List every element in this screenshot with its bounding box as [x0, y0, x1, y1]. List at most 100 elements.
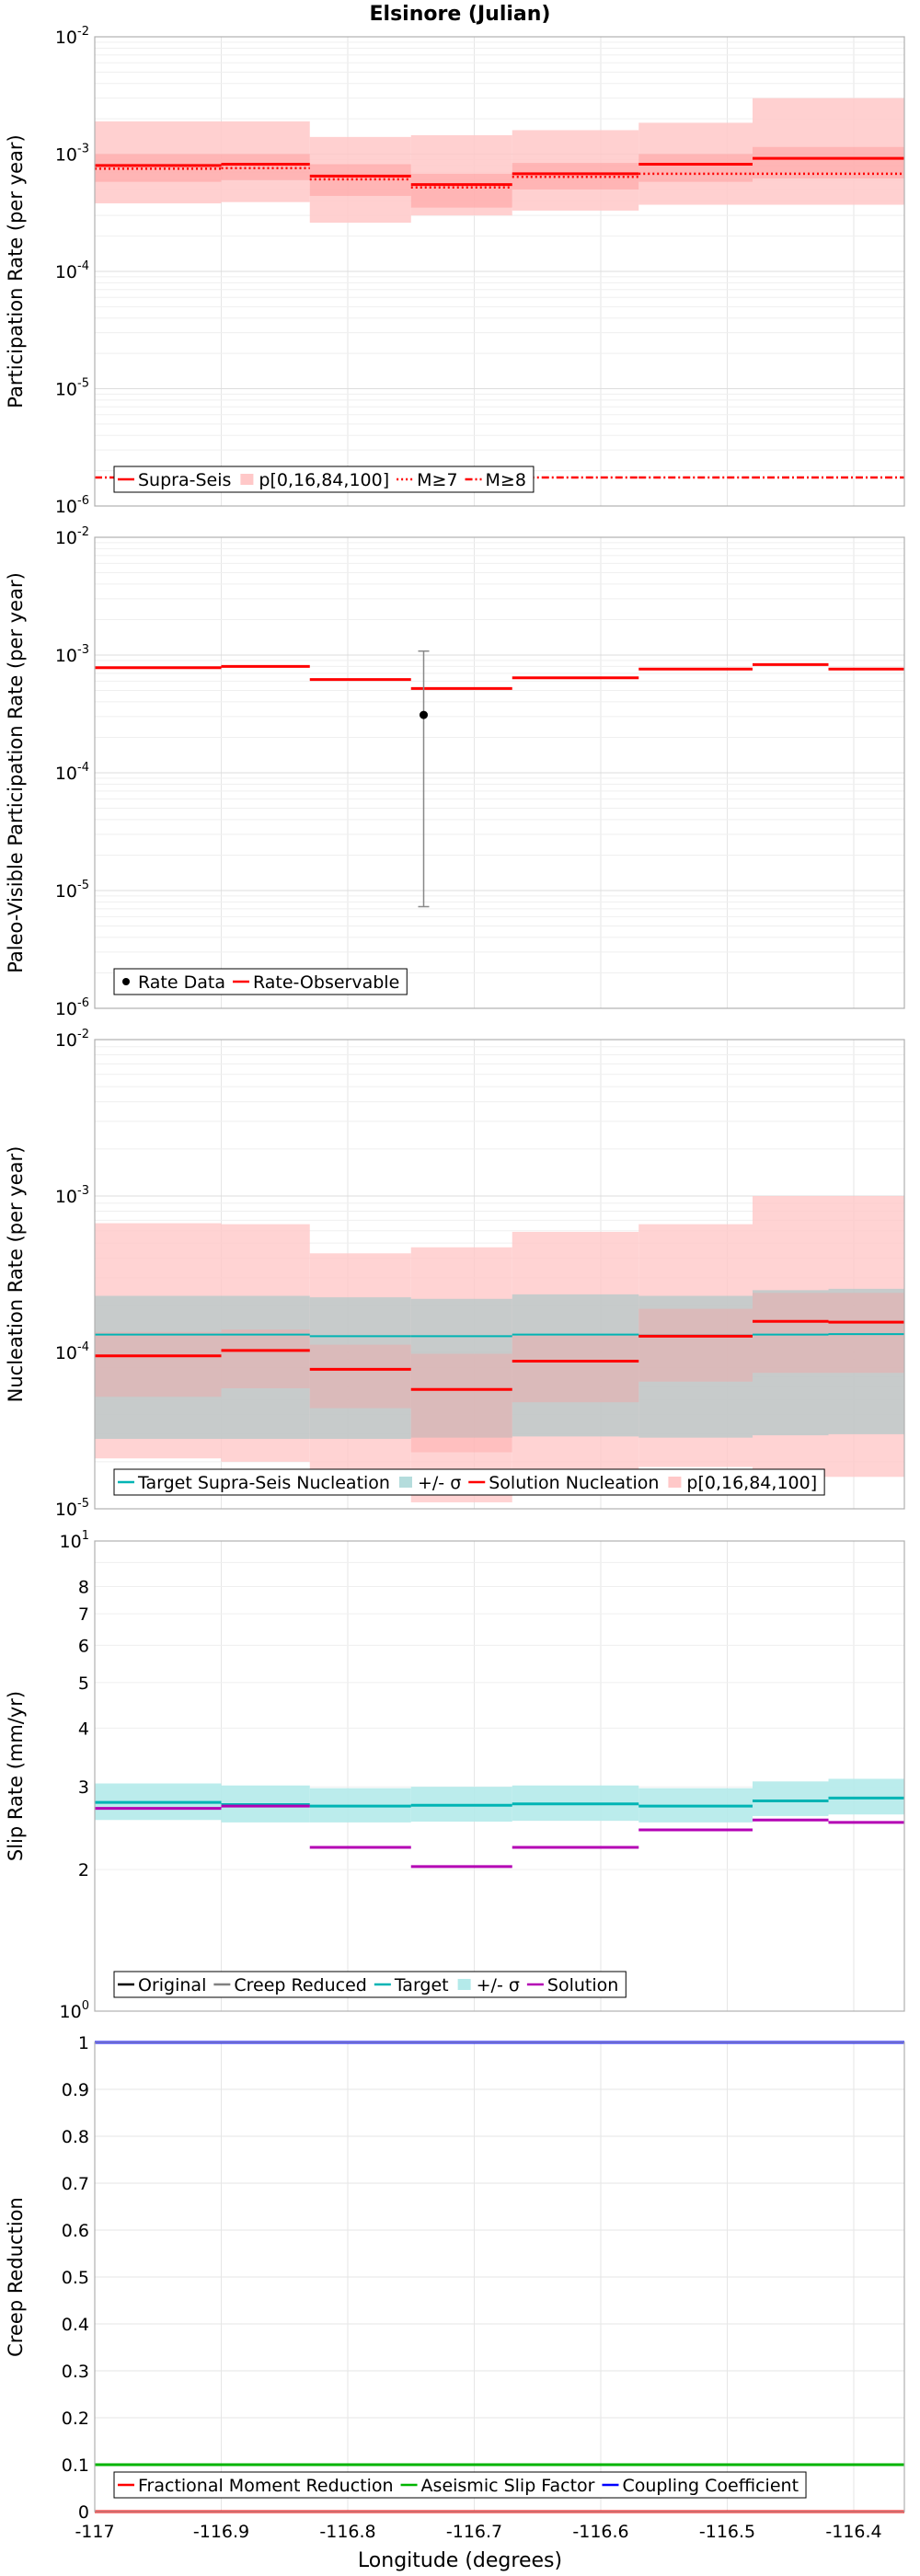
y-tick-label: 10-3	[55, 143, 89, 166]
plot-frame	[94, 2041, 905, 2513]
x-tick-label: -116.5	[699, 2522, 755, 2542]
plot-frame	[94, 536, 905, 1009]
y-tick-label: 0.7	[62, 2174, 89, 2194]
x-tick-label: -117	[75, 2522, 114, 2542]
y-tick-label: 10-5	[55, 1497, 89, 1520]
plot-frame	[94, 36, 905, 507]
band-p16-84	[828, 1293, 904, 1374]
panel-paleo: 10-2 10-3 10-4 10-5 10-6 Paleo-Visible Partic…	[5, 525, 905, 1019]
band-p16-84	[309, 1344, 411, 1409]
band-p16-84	[221, 1329, 310, 1388]
legend-swatch-patch	[240, 474, 254, 485]
legend-label: p[0,16,84,100]	[259, 470, 389, 490]
y-axis-label: Slip Rate (mm/yr)	[5, 1691, 27, 1861]
legend-swatch-patch	[398, 1477, 412, 1488]
x-tick-label: -116.4	[825, 2522, 881, 2542]
legend-label: Creep Reduced	[234, 1975, 366, 1995]
y-tick-label: 6	[78, 1636, 89, 1656]
band-p16-84	[753, 1293, 829, 1374]
y-axis-label: Participation Rate (per year)	[5, 134, 27, 408]
data-point	[420, 710, 428, 719]
y-axis-label: Paleo-Visible Participation Rate (per ye…	[5, 572, 27, 973]
x-tick-label: -116.7	[446, 2522, 502, 2542]
band-p16-84	[753, 146, 904, 178]
y-tick-label: 10-4	[55, 259, 89, 282]
legend-label: p[0,16,84,100]	[686, 1473, 817, 1493]
band-p16-84	[638, 1308, 753, 1382]
legend-label: M≥7	[417, 470, 457, 490]
legend-label: Target Supra-Seis Nucleation	[137, 1473, 390, 1493]
band-p16-84	[95, 1331, 222, 1397]
legend-box	[113, 466, 535, 493]
y-axis-label: Creep Reduction	[5, 2197, 27, 2357]
y-tick-label: 100	[60, 1999, 89, 2022]
x-tick-label: -116.8	[319, 2522, 375, 2542]
band-p16-84	[410, 1353, 512, 1453]
y-tick-label: 8	[78, 1578, 89, 1598]
band-p16-84	[95, 154, 222, 182]
legend-label: +/- σ	[477, 1975, 520, 1995]
y-tick-label: 7	[78, 1604, 89, 1625]
plot-frame	[94, 1039, 905, 1510]
y-tick-label: 0	[78, 2502, 89, 2523]
y-tick-label: 10-5	[55, 377, 89, 400]
legend-label: +/- σ	[418, 1473, 461, 1493]
band-p16-84	[410, 173, 512, 208]
y-tick-label: 10-2	[55, 25, 89, 48]
legend-label: Rate Data	[138, 972, 225, 993]
band-sigma	[828, 1288, 904, 1434]
y-tick-label: 0.9	[62, 2080, 89, 2100]
y-tick-label: 0.1	[62, 2455, 89, 2476]
panel-creep: 1 0.9 0.8 0.7 0.6 0.5 0.4 0.3 0.2 0.1 0 Creep Reduc…	[5, 2033, 905, 2542]
panel-participation: 10-2 10-3 10-4 10-5 10-6 Participation Rate (…	[5, 25, 905, 517]
y-tick-label: 5	[78, 1673, 89, 1694]
y-tick-label: 10-6	[55, 996, 89, 1019]
y-axis-label: Nucleation Rate (per year)	[5, 1146, 27, 1403]
legend-label: Coupling Coefficient	[622, 2476, 799, 2496]
legend-box	[113, 2471, 807, 2499]
legend-label: Supra-Seis	[138, 470, 231, 490]
y-tick-label: 101	[60, 1529, 89, 1552]
plot-frame	[94, 1540, 905, 2012]
band-sigma	[753, 1781, 829, 1816]
y-tick-label: 0.8	[62, 2127, 89, 2147]
band-p16-84	[512, 163, 639, 190]
y-tick-label: 10-6	[55, 494, 89, 517]
y-tick-label: 0.4	[62, 2315, 89, 2335]
legend-box	[113, 968, 408, 995]
x-tick-label: -116.6	[572, 2522, 628, 2542]
figure-title: Elsinore (Julian)	[370, 3, 551, 26]
y-tick-label: 1	[78, 2033, 89, 2053]
legend-label: Fractional Moment Reduction	[138, 2476, 394, 2496]
legend-label: Original	[138, 1975, 206, 1995]
band-sigma	[638, 1295, 753, 1438]
x-tick-label: -116.9	[193, 2522, 249, 2542]
y-tick-label: 2	[78, 1860, 89, 1880]
band-sigma	[410, 1298, 512, 1438]
y-tick-label: 3	[78, 1777, 89, 1798]
y-tick-label: 10-2	[55, 1028, 89, 1051]
legend-swatch-patch	[668, 1477, 682, 1488]
plots-group: 10-2 10-3 10-4 10-5 10-6 Participation Rate (…	[5, 25, 905, 2542]
legend-swatch-patch	[457, 1979, 471, 1990]
y-tick-label: 4	[78, 1719, 89, 1739]
band-sigma	[221, 1295, 310, 1439]
legend-label: Solution	[547, 1975, 618, 1995]
y-tick-label: 10-5	[55, 879, 89, 902]
legend-label: Rate-Observable	[253, 972, 399, 993]
y-tick-label: 0.2	[62, 2409, 89, 2429]
panel-slip: 101 8 7 6 5 4 3 2 100 Slip Rate (mm/yr) Original Cr…	[5, 1529, 905, 2022]
y-tick-label: 10-2	[55, 525, 89, 548]
band-sigma	[95, 1295, 222, 1439]
plot-area	[95, 1541, 904, 2011]
band-sigma	[512, 1294, 639, 1437]
y-tick-label: 10-4	[55, 1340, 89, 1363]
y-tick-label: 10-3	[55, 643, 89, 666]
band-p16-84	[512, 1334, 639, 1403]
y-tick-label: 0.5	[62, 2268, 89, 2288]
y-tick-label: 0.3	[62, 2362, 89, 2382]
panel-nucleation: 10-2 10-3 10-4 10-5 Nucleation Rate (per yea…	[5, 1028, 905, 1520]
y-tick-label: 10-3	[55, 1184, 89, 1207]
band-sigma	[753, 1290, 829, 1436]
